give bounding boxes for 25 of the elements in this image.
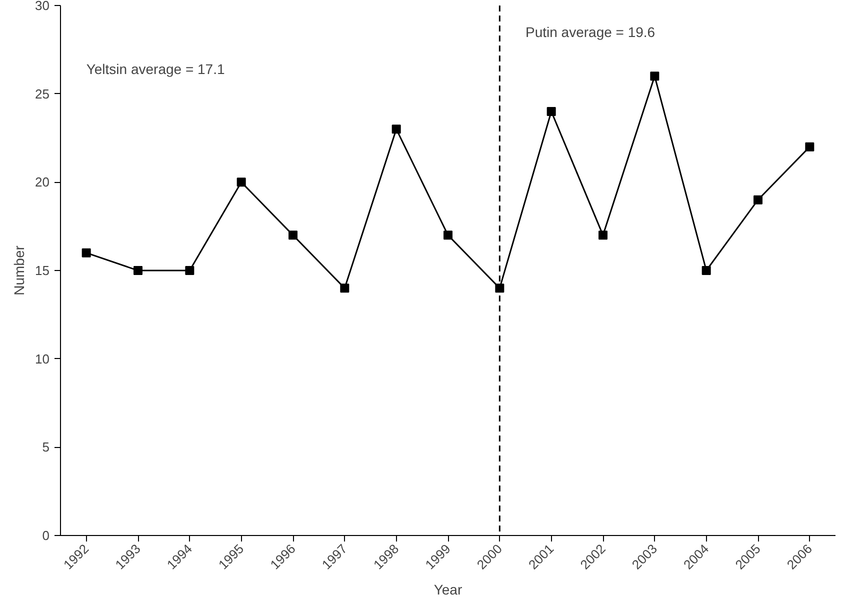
- y-tick-label: 5: [42, 440, 50, 455]
- point: [702, 266, 711, 275]
- annotation: Yeltsin average = 17.1: [86, 61, 225, 78]
- y-tick-label: 15: [35, 263, 50, 278]
- point: [392, 124, 401, 134]
- point: [444, 230, 452, 240]
- y-tick-label: 25: [35, 86, 50, 102]
- point: [805, 142, 814, 152]
- point: [340, 284, 350, 293]
- y-tick-label: 20: [35, 174, 50, 190]
- y-tick-label: 10: [35, 351, 50, 366]
- point: [134, 266, 142, 275]
- point: [288, 230, 298, 240]
- annotation: Putin average = 19.6: [526, 24, 656, 40]
- point: [82, 248, 91, 258]
- point: [236, 178, 246, 187]
- point: [754, 195, 762, 204]
- point: [185, 266, 194, 275]
- point: [598, 230, 608, 240]
- y-tick-label: 0: [42, 528, 50, 543]
- y-axis-title: Number: [11, 245, 28, 296]
- point: [546, 107, 556, 116]
- x-axis-title: Year: [434, 581, 462, 598]
- y-tick-label: 30: [35, 0, 50, 13]
- point: [650, 72, 660, 81]
